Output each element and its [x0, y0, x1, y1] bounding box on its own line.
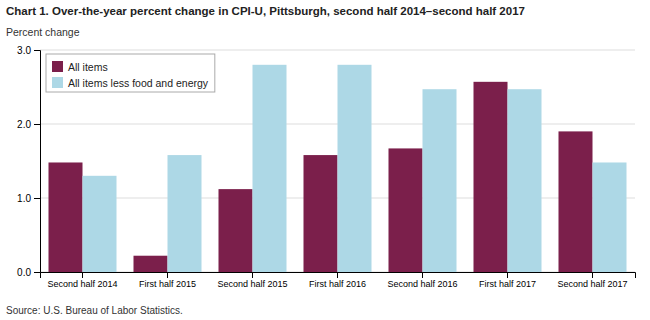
legend-label: All items less food and energy — [68, 77, 209, 89]
bar-series — [83, 65, 627, 272]
title: Chart 1. Over-the-year percent change in… — [6, 5, 525, 17]
bar — [474, 82, 508, 272]
y-tick: 2.0 — [17, 119, 40, 130]
legend-swatch — [52, 77, 63, 88]
legend-swatch — [52, 61, 63, 72]
x-tick-label: Second half 2015 — [217, 279, 287, 289]
y-axis-line — [34, 51, 41, 273]
y-axis-title: Percent change — [6, 26, 80, 38]
legend-item: All items — [52, 61, 108, 73]
bar — [253, 65, 287, 272]
grid — [40, 50, 635, 272]
x-tick-label: Second half 2016 — [387, 279, 457, 289]
x-tick-mark — [82, 272, 83, 278]
x-axis: Second half 2014 First half 2015 Second ha… — [41, 272, 636, 289]
bars — [49, 65, 627, 272]
y-tick-mark — [34, 124, 40, 125]
x-tick-mark — [252, 272, 253, 278]
x-tick-mark — [507, 272, 508, 278]
bar — [219, 189, 253, 272]
x-tick-mark — [167, 272, 168, 278]
y-tick: 1.0 — [17, 193, 40, 204]
y-tick-label: 3.0 — [17, 45, 31, 56]
x-tick-label: Second half 2017 — [557, 279, 627, 289]
bar — [134, 256, 168, 272]
legend-item: All items less food and energy — [52, 77, 209, 89]
bar — [168, 155, 202, 272]
legend-label: All items — [68, 61, 108, 73]
bar — [49, 162, 83, 272]
y-tick-mark — [34, 272, 40, 273]
y-tick: 3.0 — [17, 45, 40, 56]
bar — [559, 131, 593, 272]
x-tick-label: First half 2015 — [139, 279, 196, 289]
x-tick: Second half 2017 — [557, 272, 627, 289]
y-tick: 0.0 — [17, 267, 40, 278]
bar — [389, 148, 423, 272]
legend: All items All items less food and energy — [46, 54, 215, 92]
plot: 0.0 1.0 2.0 3.0 Second half 2014 First half 2… — [17, 45, 635, 290]
bar — [593, 162, 627, 272]
x-tick: First half 2017 — [479, 272, 536, 289]
x-tick-mark — [592, 272, 593, 278]
x-tick-label: First half 2017 — [479, 279, 536, 289]
y-axis: 0.0 1.0 2.0 3.0 — [17, 45, 40, 278]
x-tick-mark — [337, 272, 338, 278]
source: Source: U.S. Bureau of Labor Statistics. — [6, 305, 183, 316]
x-tick: Second half 2014 — [47, 272, 117, 289]
y-tick-label: 0.0 — [17, 267, 31, 278]
y-tick-mark — [34, 50, 40, 51]
x-tick-label: Second half 2014 — [47, 279, 117, 289]
x-tick: First half 2015 — [139, 272, 196, 289]
x-axis-line — [41, 273, 636, 279]
chart: Chart 1. Over-the-year percent change in… — [0, 0, 650, 320]
x-tick: Second half 2016 — [387, 272, 457, 289]
bar — [508, 89, 542, 272]
y-tick-mark — [34, 198, 40, 199]
bar-series — [49, 82, 593, 272]
bar — [83, 176, 117, 272]
x-tick-mark — [422, 272, 423, 278]
x-tick: First half 2016 — [309, 272, 366, 289]
y-tick-label: 1.0 — [17, 193, 31, 204]
bar — [338, 65, 372, 272]
legend-box — [46, 54, 215, 92]
bar — [304, 155, 338, 272]
y-tick-label: 2.0 — [17, 119, 31, 130]
x-tick: Second half 2015 — [217, 272, 287, 289]
grid-line — [40, 50, 635, 51]
bar — [423, 89, 457, 272]
x-tick-label: First half 2016 — [309, 279, 366, 289]
